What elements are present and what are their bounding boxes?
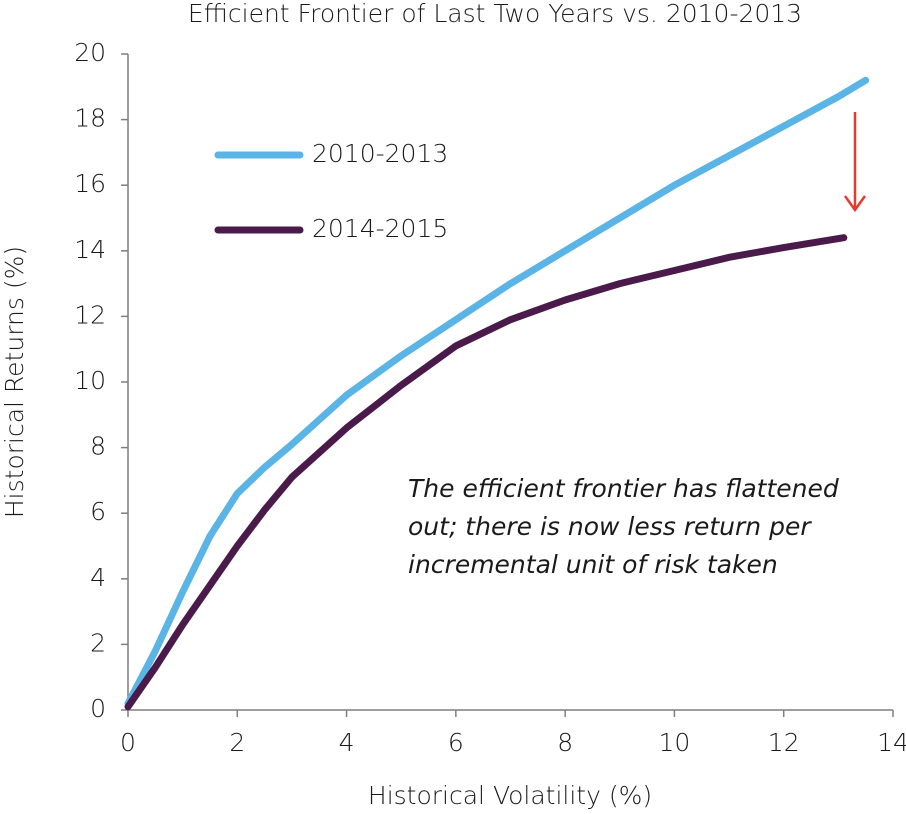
y-tick-label: 6 [90,497,106,526]
x-axis-label: Historical Volatility (%) [368,781,652,810]
x-tick-label: 6 [448,728,464,757]
x-tick-label: 2 [229,728,245,757]
x-tick-label: 8 [557,728,573,757]
x-tick-label: 4 [339,728,355,757]
annotation: The efficient frontier has flattened [408,474,839,503]
annotation: out; there is now less return per [408,512,812,541]
x-tick-label: 0 [120,728,136,757]
y-tick-label: 18 [74,104,106,133]
y-tick-label: 16 [74,169,106,198]
x-tick-label: 10 [659,728,691,757]
y-tick-label: 0 [90,694,106,723]
y-tick-label: 2 [90,628,106,657]
annotation: incremental unit of risk taken [408,550,778,579]
series-line [124,76,870,707]
series-line [124,234,848,711]
y-tick-label: 14 [74,235,106,264]
legend-label: 2010-2013 [312,139,448,168]
y-tick-label: 10 [74,366,106,395]
y-axis-label: Historical Returns (%) [0,246,29,518]
y-tick-label: 20 [74,38,106,67]
y-tick-label: 8 [90,432,106,461]
x-tick-label: 12 [768,728,800,757]
x-tick-label: 14 [877,728,906,757]
y-tick-label: 12 [74,300,106,329]
chart-title: Efficient Frontier of Last Two Years vs.… [188,0,802,28]
legend-label: 2014-2015 [312,214,448,243]
arrow [843,112,867,213]
y-tick-label: 4 [90,563,106,592]
